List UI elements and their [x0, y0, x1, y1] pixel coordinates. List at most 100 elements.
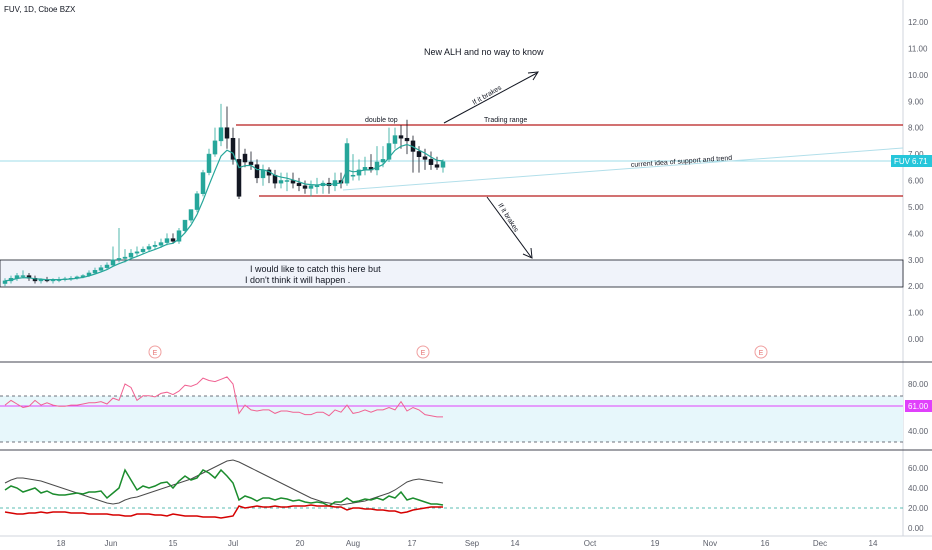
svg-text:E: E	[759, 350, 764, 357]
breakdown-arrow-down[interactable]	[486, 196, 532, 258]
candle-body[interactable]	[314, 185, 320, 188]
candle-body[interactable]	[416, 151, 422, 157]
di-plus-line[interactable]	[4, 468, 444, 507]
time-tick-label: Oct	[584, 539, 597, 548]
breakout-arrow-up[interactable]	[443, 72, 538, 124]
candlestick-series[interactable]	[2, 103, 446, 287]
time-tick-label: Sep	[465, 539, 480, 548]
candle-body[interactable]	[422, 156, 428, 160]
candle-body[interactable]	[116, 258, 122, 261]
candle-body[interactable]	[254, 164, 260, 179]
candle-body[interactable]	[248, 161, 254, 165]
rsi-tick-label: 40.00	[908, 427, 929, 436]
rsi-band	[0, 396, 903, 442]
price-tick-label: 12.00	[908, 18, 929, 27]
candle-body[interactable]	[176, 230, 182, 242]
time-tick-label: Aug	[346, 539, 360, 548]
candle-body[interactable]	[110, 259, 116, 266]
candle-body[interactable]	[386, 143, 392, 160]
time-tick-label: 19	[651, 539, 660, 548]
time-tick-label: 15	[169, 539, 178, 548]
candle-body[interactable]	[242, 153, 248, 163]
candle-body[interactable]	[122, 256, 128, 259]
trend-line[interactable]	[342, 147, 904, 191]
candle-body[interactable]	[230, 137, 236, 160]
candle-body[interactable]	[104, 264, 110, 268]
symbol-title: FUV, 1D, Cboe BZX	[4, 5, 76, 14]
candle-body[interactable]	[206, 153, 212, 173]
price-tick-label: 11.00	[908, 44, 928, 53]
candle-body[interactable]	[128, 252, 134, 258]
annotation-headline[interactable]: New ALH and no way to know	[424, 47, 544, 57]
candle-body[interactable]	[218, 127, 224, 142]
candle-body[interactable]	[134, 251, 140, 254]
candle-body[interactable]	[374, 161, 380, 171]
di-minus-line[interactable]	[4, 504, 443, 519]
annotation-catch-line-2[interactable]: I don't think it will happen .	[245, 275, 350, 285]
candle-body[interactable]	[140, 248, 146, 253]
annotation-catch-line-1[interactable]: I would like to catch this here but	[250, 264, 381, 274]
time-tick-label: Nov	[703, 539, 717, 548]
time-tick-label: 14	[869, 539, 878, 548]
time-tick-label: 14	[511, 539, 520, 548]
rsi-line[interactable]	[4, 376, 443, 418]
candle-body[interactable]	[350, 174, 356, 177]
price-tick-label: 5.00	[908, 203, 924, 212]
time-tick-label: Jul	[228, 539, 238, 548]
annotation-double-top[interactable]: double top	[365, 117, 398, 124]
candle-body[interactable]	[224, 127, 230, 139]
candle-body[interactable]	[146, 246, 152, 250]
candle-body[interactable]	[92, 270, 98, 274]
candle-body[interactable]	[194, 193, 200, 210]
dmi-axis[interactable]: 60.00 40.00 20.00 0.00	[908, 464, 929, 533]
candle-body[interactable]	[152, 244, 158, 247]
time-tick-label: Jun	[105, 539, 118, 548]
earnings-marker[interactable]: E	[416, 345, 430, 359]
svg-text:E: E	[153, 350, 158, 357]
candle-body[interactable]	[398, 135, 404, 139]
candle-body[interactable]	[260, 169, 266, 179]
svg-text:E: E	[421, 350, 426, 357]
dmi-tick-label: 20.00	[908, 504, 929, 513]
candle-body[interactable]	[428, 159, 434, 165]
candle-body[interactable]	[440, 161, 446, 168]
price-axis[interactable]: 12.00 11.00 10.00 9.00 8.00 7.00 6.00 5.00 4.00 3…	[908, 18, 929, 344]
candle-body[interactable]	[164, 238, 170, 243]
earnings-marker[interactable]: E	[754, 345, 768, 359]
candle-body[interactable]	[380, 159, 386, 163]
candle-body[interactable]	[404, 137, 410, 142]
candle-body[interactable]	[182, 219, 188, 231]
candle-body[interactable]	[302, 185, 308, 189]
last-price-symbol: FUV	[894, 157, 911, 166]
candle-body[interactable]	[344, 143, 350, 184]
ema-line[interactable]	[4, 143, 444, 282]
dmi-tick-label: 0.00	[908, 524, 924, 533]
candle-body[interactable]	[308, 185, 314, 189]
candle-body[interactable]	[200, 172, 206, 194]
price-tick-label: 8.00	[908, 124, 924, 133]
last-price-value: 6.71	[912, 157, 928, 166]
candle-body[interactable]	[278, 180, 284, 184]
candle-body[interactable]	[212, 140, 218, 155]
candle-body[interactable]	[356, 169, 362, 176]
candle-body[interactable]	[188, 209, 194, 221]
price-tick-label: 4.00	[908, 229, 924, 238]
earnings-marker[interactable]: E	[148, 345, 162, 359]
last-price-badge	[891, 155, 932, 167]
price-tick-label: 6.00	[908, 177, 924, 186]
time-axis[interactable]: 18 Jun 15 Jul 20 Aug 17 Sep 14 Oct 19 Nov 16 Dec 14	[57, 539, 878, 548]
candle-body[interactable]	[158, 242, 164, 246]
candle-body[interactable]	[296, 182, 302, 187]
candle-body[interactable]	[170, 238, 176, 242]
candle-body[interactable]	[98, 267, 104, 271]
annotation-trading-range[interactable]: Trading range	[484, 117, 527, 124]
candle-body[interactable]	[392, 135, 398, 144]
catch-zone-box[interactable]	[0, 259, 904, 288]
time-tick-label: Dec	[813, 539, 827, 548]
candle-body[interactable]	[284, 180, 290, 182]
candle-body[interactable]	[236, 159, 242, 197]
candle-body[interactable]	[20, 275, 26, 277]
rsi-badge	[905, 400, 932, 412]
candle-body[interactable]	[434, 164, 440, 168]
